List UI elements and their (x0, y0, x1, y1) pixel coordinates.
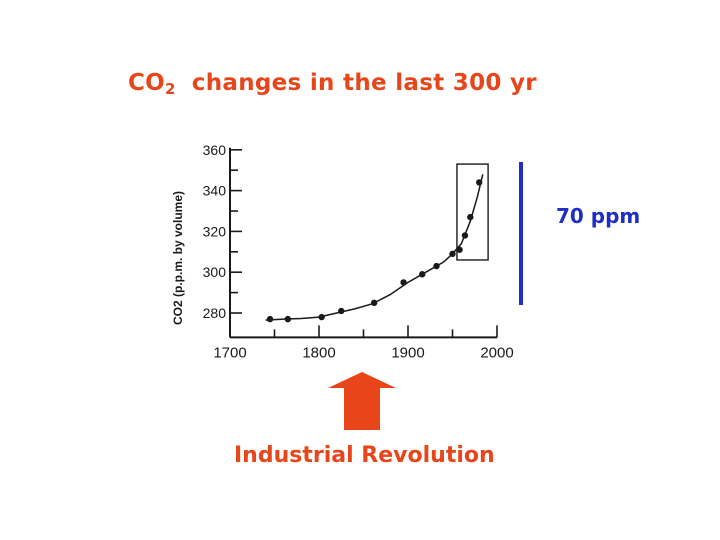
y-tick-label: 360 (203, 142, 227, 158)
ppm-annotation: 70 ppm (556, 204, 641, 228)
x-tick-label: 1800 (302, 344, 335, 361)
data-point (449, 250, 456, 258)
highlight-box (456, 163, 489, 261)
data-point (467, 213, 474, 221)
y-tick-label: 340 (203, 183, 227, 199)
industrial-revolution-arrow (328, 372, 396, 430)
y-tick-label: 320 (203, 223, 227, 239)
y-tick-label: 300 (203, 264, 227, 280)
data-point (400, 279, 407, 286)
title-rest: changes in the last 300 yr (191, 70, 537, 96)
data-point (476, 179, 483, 186)
x-tick-label: 1900 (391, 344, 424, 361)
data-point (338, 307, 345, 315)
data-point (433, 262, 440, 270)
title-prefix: CO (128, 70, 166, 96)
slide-title: CO2 changes in the last 300 yr (128, 70, 537, 98)
data-point (284, 315, 292, 323)
data-point (318, 313, 325, 321)
data-point (456, 246, 463, 253)
y-tick-label: 280 (203, 305, 227, 321)
industrial-revolution-label: Industrial Revolution (234, 443, 495, 468)
y-axis-title: CO2 (p.p.m. by volume) (171, 191, 185, 325)
data-point (419, 271, 426, 278)
title-subscript: 2 (165, 80, 176, 98)
data-point (266, 315, 274, 323)
data-point (370, 299, 378, 306)
trend-curve (265, 174, 484, 321)
data-point (461, 232, 469, 239)
x-tick-label: 1700 (213, 344, 246, 361)
x-tick-label: 2000 (480, 344, 513, 361)
